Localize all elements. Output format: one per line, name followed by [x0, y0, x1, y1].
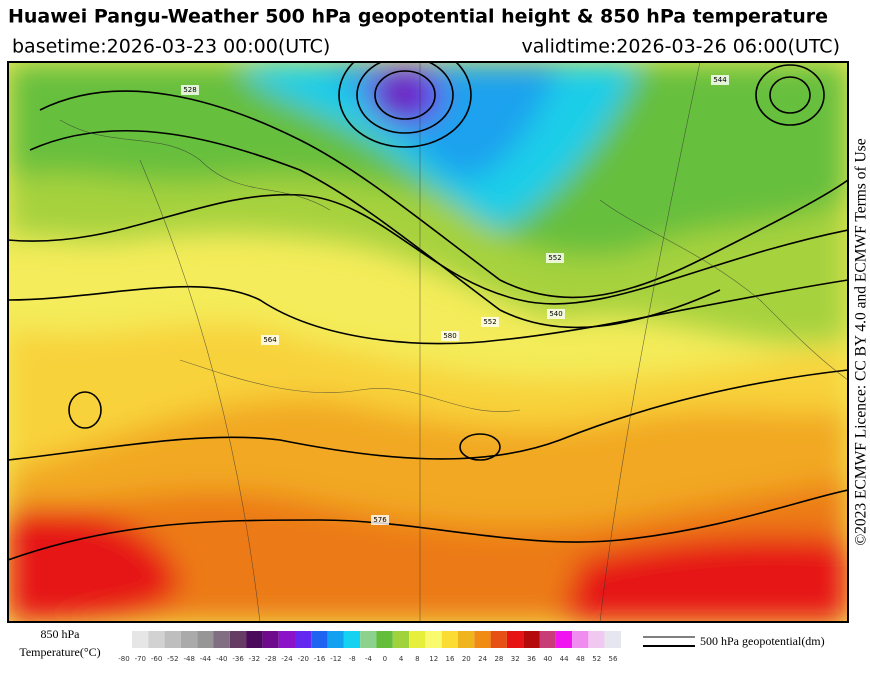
colorbar-swatch — [246, 631, 263, 648]
colorbar-swatch — [360, 631, 377, 648]
colorbar-swatch — [458, 631, 475, 648]
map — [8, 62, 848, 622]
colorbar-swatch — [572, 631, 589, 648]
colorbar-tick-label: 36 — [527, 655, 536, 663]
colorbar-swatch — [588, 631, 605, 648]
colorbar-swatch — [555, 631, 573, 648]
contour-label: 552 — [548, 254, 561, 262]
validtime: validtime:2026-03-26 06:00(UTC) — [521, 36, 840, 58]
colorbar-tick-label: -80 — [118, 655, 129, 663]
contour-label: 540 — [549, 310, 562, 318]
contour-label-bg — [546, 253, 564, 263]
colorbar-swatch — [327, 631, 344, 648]
colorbar-tick-label: -24 — [281, 655, 293, 663]
basetime: basetime:2026-03-23 00:00(UTC) — [12, 36, 330, 58]
colorbar-swatch — [278, 631, 295, 648]
colorbar-label: 850 hPa — [41, 627, 81, 641]
colorbar-swatch — [425, 631, 442, 648]
colorbar-swatch — [164, 631, 181, 648]
contour-label-bg — [481, 317, 499, 327]
colorbar-swatch — [295, 631, 312, 648]
colorbar-swatch — [441, 631, 458, 648]
colorbar-tick-label: -36 — [232, 655, 244, 663]
colorbar-tick-label: 0 — [383, 655, 387, 663]
contour-label: 544 — [713, 76, 727, 84]
colorbar-tick-label: 52 — [592, 655, 601, 663]
colorbar-tick-label: -60 — [151, 655, 162, 663]
colorbar-tick-label: 24 — [478, 655, 487, 663]
colorbar-swatch — [539, 631, 556, 648]
colorbar-swatch — [213, 631, 230, 648]
contour-label: 552 — [483, 318, 496, 326]
colorbar-swatch — [262, 631, 279, 648]
colorbar-swatch — [197, 631, 214, 648]
colorbar-swatch — [506, 631, 524, 648]
colorbar-tick-label: -48 — [183, 655, 194, 663]
contour-label-bg — [181, 85, 199, 95]
contour-label: 580 — [443, 332, 456, 340]
colorbar-swatch — [343, 631, 361, 648]
colorbar-swatch — [490, 631, 507, 648]
contour-label: 528 — [183, 86, 196, 94]
colorbar-label: Temperature(°C) — [19, 645, 100, 659]
license: ©2023 ECMWF Licence: CC BY 4.0 and ECMWF… — [853, 138, 870, 545]
colorbar-tick-label: -40 — [216, 655, 227, 663]
title: Huawei Pangu-Weather 500 hPa geopotentia… — [8, 6, 828, 28]
colorbar-tick-label: 12 — [429, 655, 438, 663]
colorbar-tick-label: -32 — [249, 655, 260, 663]
colorbar-tick-label: 32 — [511, 655, 520, 663]
colorbar-swatch — [180, 631, 198, 648]
colorbar-tick-label: 8 — [415, 655, 419, 663]
contour-label-bg — [441, 331, 459, 341]
colorbar-tick-label: -44 — [200, 655, 212, 663]
colorbar-tick-label: 40 — [543, 655, 552, 663]
contour-label-bg — [371, 515, 389, 525]
colorbar-tick-label: -28 — [265, 655, 276, 663]
colorbar-swatch — [376, 631, 393, 648]
colorbar-tick-label: 48 — [576, 655, 585, 663]
colorbar-swatch — [523, 631, 540, 648]
contour-label-bg — [261, 335, 279, 345]
colorbar-swatch — [409, 631, 426, 648]
colorbar-tick-label: -20 — [298, 655, 309, 663]
contour-label: 564 — [263, 336, 277, 344]
colorbar-tick-label: -4 — [365, 655, 373, 663]
colorbar-tick-label: 56 — [609, 655, 618, 663]
colorbar-swatch — [311, 631, 328, 648]
colorbar-swatch — [148, 631, 165, 648]
contour-legend: 500 hPa geopotential(dm) — [700, 634, 825, 648]
colorbar-tick-label: 4 — [399, 655, 404, 663]
colorbar-tick-label: 20 — [462, 655, 471, 663]
map-frame — [7, 61, 849, 623]
colorbar-swatch — [132, 631, 149, 648]
colorbar-swatch — [474, 631, 491, 648]
colorbar-tick-label: 44 — [560, 655, 569, 663]
colorbar-tick-label: 28 — [494, 655, 503, 663]
contour-label: 576 — [373, 516, 387, 524]
colorbar-tick-label: -12 — [330, 655, 341, 663]
colorbar-tick-label: -8 — [349, 655, 356, 663]
colorbar-swatch — [392, 631, 410, 648]
contour-label-bg — [711, 75, 729, 85]
colorbar-tick-label: -16 — [314, 655, 326, 663]
colorbar-swatch — [604, 631, 621, 648]
contour-label-bg — [547, 309, 565, 319]
colorbar-tick-label: 16 — [446, 655, 455, 663]
colorbar-tick-label: -52 — [167, 655, 178, 663]
colorbar-tick-label: -70 — [135, 655, 146, 663]
colorbar-swatch — [229, 631, 247, 648]
